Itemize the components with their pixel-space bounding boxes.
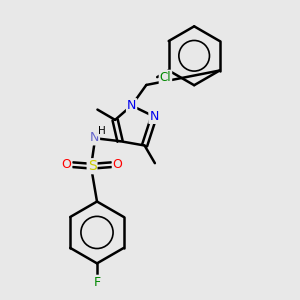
Text: N: N	[149, 110, 159, 123]
Text: O: O	[113, 158, 123, 171]
Text: N: N	[90, 131, 99, 144]
Text: O: O	[61, 158, 71, 171]
Text: H: H	[98, 126, 105, 136]
Text: F: F	[93, 276, 100, 289]
Text: Cl: Cl	[160, 70, 171, 84]
Text: S: S	[88, 159, 96, 173]
Text: N: N	[127, 99, 136, 112]
